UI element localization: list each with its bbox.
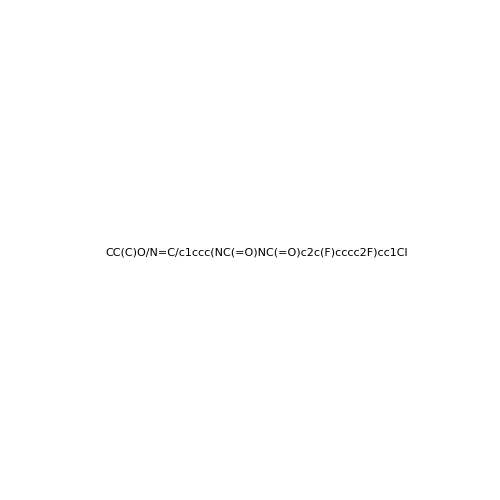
Text: CC(C)O/N=C/c1ccc(NC(=O)NC(=O)c2c(F)cccc2F)cc1Cl: CC(C)O/N=C/c1ccc(NC(=O)NC(=O)c2c(F)cccc2… (105, 248, 408, 258)
